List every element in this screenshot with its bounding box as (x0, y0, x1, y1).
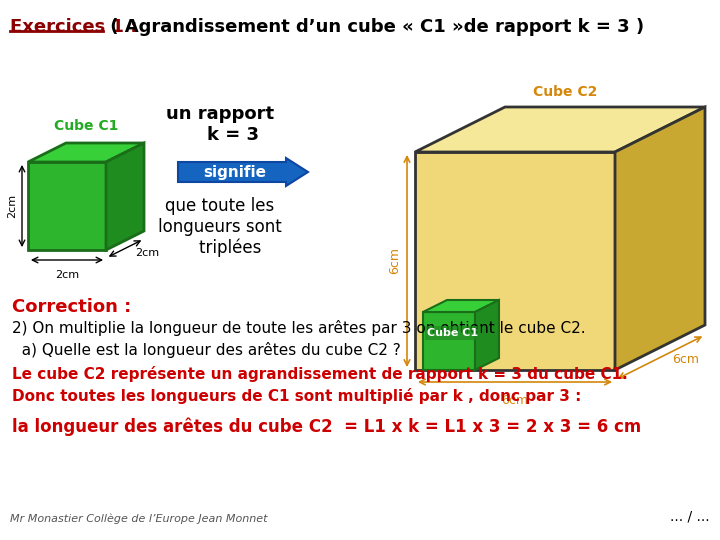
Text: un rapport
    k = 3: un rapport k = 3 (166, 105, 274, 144)
Text: 2) On multiplie la longueur de toute les arêtes par 3 on obtient le cube C2.: 2) On multiplie la longueur de toute les… (12, 320, 585, 336)
Polygon shape (423, 300, 499, 312)
Text: la longueur des arêtes du cube C2  = L1 x k = L1 x 3 = 2 x 3 = 6 cm: la longueur des arêtes du cube C2 = L1 x… (12, 418, 642, 436)
Polygon shape (415, 107, 705, 152)
Polygon shape (28, 162, 106, 250)
Text: Cube C1: Cube C1 (428, 328, 479, 338)
Text: 6cm: 6cm (672, 353, 699, 366)
Text: Cube C1: Cube C1 (54, 119, 118, 133)
Text: Mr Monastier Collège de l’Europe Jean Monnet: Mr Monastier Collège de l’Europe Jean Mo… (10, 514, 268, 524)
Text: Correction :: Correction : (12, 298, 131, 316)
Polygon shape (423, 312, 475, 370)
Text: 6cm: 6cm (389, 247, 402, 274)
Text: Cube C2: Cube C2 (533, 85, 597, 99)
Text: Exercices 1 :: Exercices 1 : (10, 18, 138, 36)
Text: que toute les
longueurs sont
    triplées: que toute les longueurs sont triplées (158, 197, 282, 257)
FancyArrow shape (178, 158, 308, 186)
Text: ... / ...: ... / ... (670, 510, 710, 524)
Text: 2cm: 2cm (55, 270, 79, 280)
Text: ( Agrandissement d’un cube « C1 »de rapport k = 3 ): ( Agrandissement d’un cube « C1 »de rapp… (104, 18, 644, 36)
Text: 6cm: 6cm (502, 394, 528, 407)
Polygon shape (106, 143, 144, 250)
Text: a) Quelle est la longueur des arêtes du cube C2 ?: a) Quelle est la longueur des arêtes du … (12, 342, 401, 358)
Text: Le cube C2 représente un agrandissement de rapport k = 3 du cube C1.: Le cube C2 représente un agrandissement … (12, 366, 628, 382)
Text: 2cm: 2cm (7, 194, 17, 218)
Polygon shape (415, 152, 615, 370)
Polygon shape (615, 107, 705, 370)
Polygon shape (28, 143, 144, 162)
Text: signifie: signifie (204, 165, 266, 179)
Polygon shape (475, 300, 499, 370)
Text: Donc toutes les longueurs de C1 sont multiplié par k , donc par 3 :: Donc toutes les longueurs de C1 sont mul… (12, 388, 581, 404)
Text: 2cm: 2cm (135, 247, 159, 258)
